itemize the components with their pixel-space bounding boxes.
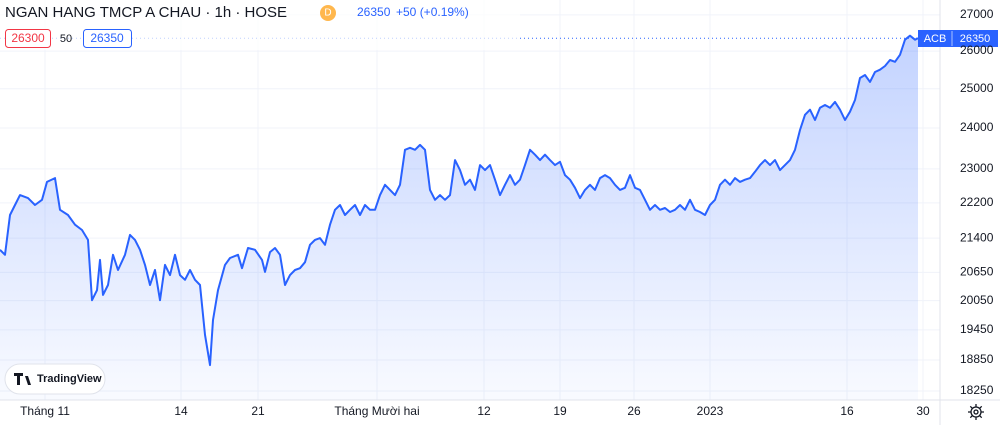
- badge-circle: [320, 5, 336, 21]
- ask-box: [83, 29, 132, 48]
- watermark: TradingView: [37, 373, 102, 385]
- y-tick-label: 24000: [960, 120, 994, 134]
- y-tick-label: 18850: [960, 352, 994, 366]
- settings-icon[interactable]: [968, 404, 984, 420]
- bid: 26300: [11, 31, 45, 45]
- x-tick-label: 12: [477, 404, 491, 418]
- y-tick-label: 20050: [960, 293, 994, 307]
- y-tick-label: 26000: [960, 43, 994, 57]
- x-tick-label: 19: [553, 404, 567, 418]
- y-tick-label: 21400: [960, 230, 994, 244]
- price-line: [0, 34, 919, 367]
- y-tick-label: 23000: [960, 161, 994, 175]
- watermark-bg: [4, 363, 106, 395]
- change: +50 (+0.19%): [396, 5, 469, 19]
- y-tick-label: 22200: [960, 195, 994, 209]
- x-tick-label: 26: [627, 404, 641, 418]
- area: [0, 35, 918, 400]
- last-price: 26350: [357, 5, 391, 19]
- price-tag-symbol: ACB: [924, 33, 947, 45]
- y-tick-label: 25000: [960, 81, 994, 95]
- x-tick-label: Tháng 11: [20, 404, 70, 418]
- x-tick-label: 16: [840, 404, 854, 418]
- bid-box: [5, 29, 51, 48]
- price-tag-value: 26350: [960, 33, 991, 45]
- y-tick-label: 27000: [960, 7, 994, 21]
- y-tick-label: 19450: [960, 322, 994, 336]
- x-tick-label: 2023: [697, 404, 724, 418]
- badge: D: [324, 8, 331, 19]
- x-tick-label: 14: [174, 404, 188, 418]
- plot: [0, 0, 940, 400]
- x-tick-label: 21: [251, 404, 265, 418]
- y-tick-label: 20650: [960, 265, 994, 279]
- price-tag: [918, 30, 998, 47]
- spread: 50: [60, 33, 72, 45]
- x-tick-label: 30: [916, 404, 930, 418]
- ask: 26350: [90, 31, 124, 45]
- chart-title: NGAN HANG TMCP A CHAU · 1h · HOSE: [5, 4, 287, 21]
- logo-icon: [14, 373, 31, 385]
- x-tick-label: Tháng Mười hai: [334, 404, 419, 418]
- y-tick-label: 18250: [960, 383, 994, 397]
